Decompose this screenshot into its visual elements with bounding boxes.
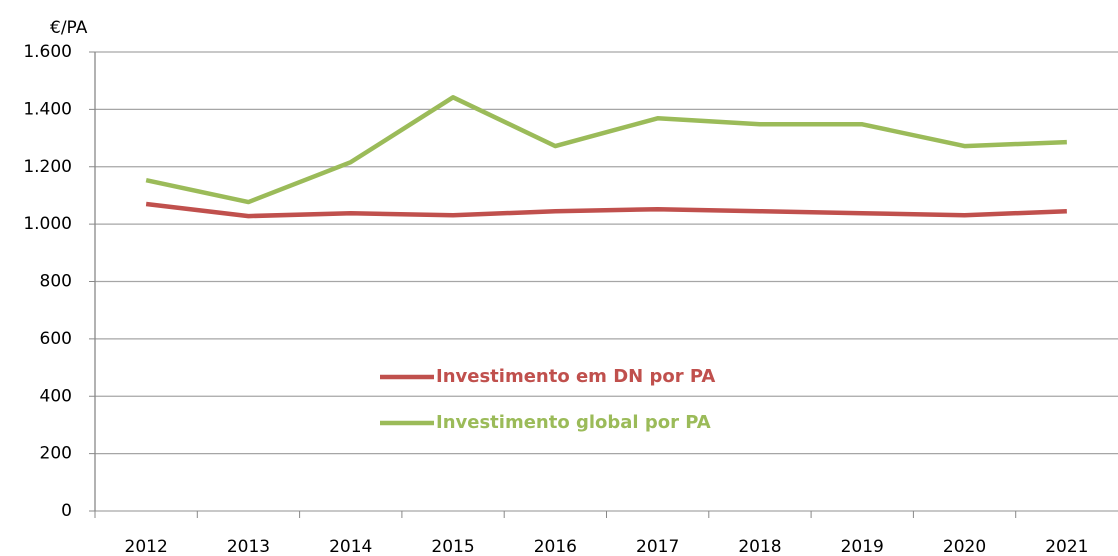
y-tick-label: 600: [40, 329, 72, 349]
y-tick-label: 1.000: [23, 214, 72, 234]
x-tick-label: 2018: [738, 537, 781, 556]
series-line: [145, 95, 1067, 205]
y-tick-label: 1.400: [23, 99, 72, 119]
x-tick-label: 2021: [1045, 537, 1088, 556]
legend-label: Investimento global por PA: [436, 412, 711, 433]
x-tick-label: 2020: [943, 537, 986, 556]
y-tick-label: 400: [40, 386, 72, 406]
y-tick-label: 1.200: [23, 157, 72, 177]
x-tick-label: 2017: [636, 537, 679, 556]
legend-label: Investimento em DN por PA: [436, 366, 715, 387]
x-tick-label: 2019: [841, 537, 884, 556]
series-line: [145, 201, 1067, 219]
x-tick-label: 2015: [431, 537, 474, 556]
y-tick-label: 200: [40, 444, 72, 464]
y-tick-label: 0: [61, 501, 72, 521]
x-tick-label: 2014: [329, 537, 372, 556]
x-tick-label: 2016: [534, 537, 577, 556]
y-tick-label: 800: [40, 272, 72, 292]
y-axis-label: €/PA: [50, 18, 88, 38]
x-tick-label: 2012: [125, 537, 168, 556]
x-tick-label: 2013: [227, 537, 270, 556]
y-tick-label: 1.600: [23, 42, 72, 62]
